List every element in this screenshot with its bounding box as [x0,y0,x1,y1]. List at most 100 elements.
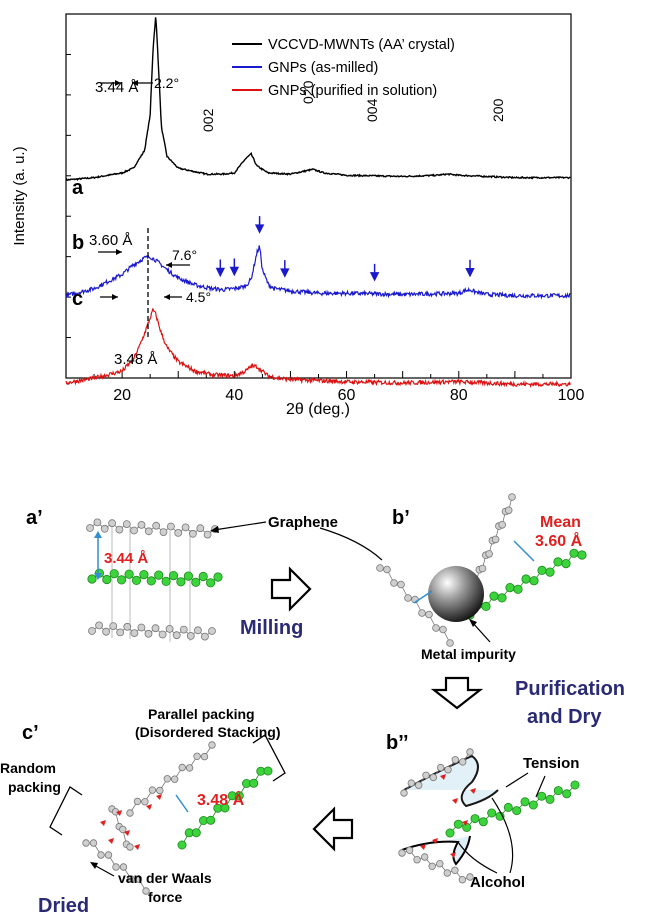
carbon-atom [102,574,112,585]
carbon-atom [466,873,474,881]
carbon-atom [376,564,384,572]
carbon-atom [404,594,412,602]
peak-label-002: 002 [200,108,216,132]
curve-label-c: c [72,288,83,310]
carbon-atom [144,629,153,638]
x-tick-label: 100 [558,387,585,404]
force-arrow-icon [116,810,122,816]
carbon-atom [144,527,153,536]
carbon-atom [443,869,451,877]
carbon-atom [478,564,487,573]
carbon-atom [429,773,437,782]
x-tick-label: 80 [450,387,468,404]
disordered-stacking-label: (Disordered Stacking) [135,724,280,740]
force-arrow-icon [462,820,468,826]
carbon-atom [200,632,209,641]
force-arrow-icon [450,852,456,858]
carbon-atom [545,567,555,577]
dried-graphene [82,741,273,895]
force-arrow-icon [100,820,106,826]
carbon-atom [172,631,181,640]
purification-arrow-icon [430,676,484,710]
spacing-label-a-prime: 3.44 Å [104,550,148,567]
legend: VCCVD-MWNTs (AA’ crystal) GNPs (as-mille… [232,37,455,99]
random-label: Random [0,760,56,776]
carbon-atom [88,627,96,635]
carbon-atom [196,524,205,533]
carbon-atom [154,570,164,580]
carbon-atom [82,839,90,847]
carbon-atom [470,814,480,824]
carbon-atom [521,574,531,584]
carbon-atom [130,526,139,535]
carbon-atom [133,797,142,806]
tension-pointer-2 [535,775,546,798]
carbon-atom [208,741,216,749]
x-axis-ticks: 20 40 60 80 100 [65,53,585,404]
spacing-label-c: 3.48 Å [114,351,157,368]
carbon-atom [89,839,98,847]
carbon-atom [208,627,216,635]
spacing-label-c-prime: 3.48 Å [197,790,245,809]
carbon-atom [428,862,436,870]
carbon-atom [203,530,212,539]
carbon-atom [520,797,530,807]
carbon-atom [146,576,156,586]
x-tick-label: 60 [338,387,356,404]
carbon-atom [504,506,513,515]
carbon-atom [126,809,134,817]
curve-label-a: a [72,177,84,199]
carbon-atom [206,578,216,588]
curve-label-b: b [72,232,84,254]
spacing-arrow-c [175,794,189,813]
carbon-atom [405,846,414,854]
carbon-atom [491,535,500,544]
schematic: a’ 3.44 Å Graphene Milling b’ Mean 3.60 … [0,493,625,917]
carbon-atom [158,630,167,639]
carbon-atom [383,565,391,574]
carbon-atom [127,875,135,883]
spacing-arrow-b1 [413,590,433,604]
tension-label: Tension [523,755,579,772]
force-arrow-icon [432,838,438,844]
carbon-atom [444,766,452,774]
carbon-atom [513,584,523,594]
carbon-atom [497,593,507,603]
carbon-atom [206,815,216,825]
peak-arrow [465,259,475,278]
carbon-atom [263,766,273,776]
series-traces [65,17,571,388]
carbon-atom [163,775,171,783]
carbon-atom [198,571,208,582]
carbon-atom [148,786,157,794]
alcohol-pointer-2 [457,841,498,874]
carbon-atom [109,622,118,630]
carbon-atom [400,789,408,797]
carbon-atom [193,626,202,635]
carbon-atom [498,520,507,529]
carbon-atom [93,518,102,527]
milling-arrow-icon [270,566,312,612]
arrowhead [132,80,138,86]
force-arrow-icon [420,844,426,850]
peak-label-200: 200 [490,98,506,122]
dried-label: Dried [38,895,89,917]
xrd-chart: 20 40 60 80 100 Intensity (a. u.) 2θ (deg.) … [11,13,585,418]
arrowhead [210,526,219,533]
metal-pointer [471,621,491,643]
carbon-atom [462,822,472,832]
x-axis-label: 2θ (deg.) [286,401,350,418]
carbon-atom [95,621,103,630]
carbon-atom [451,866,459,874]
force-arrow-icon [146,804,152,810]
carbon-atom [86,524,94,532]
carbon-atom [398,849,406,857]
graphene-sheet-bottom [88,621,216,641]
and-dry-label: and Dry [527,706,602,728]
peak-arrow [254,216,265,234]
carbon-atom [156,786,164,795]
carbon-atom [437,763,445,772]
carbon-atom [451,756,459,764]
force-arrow-icon [156,794,162,800]
carbon-atom [390,579,398,587]
